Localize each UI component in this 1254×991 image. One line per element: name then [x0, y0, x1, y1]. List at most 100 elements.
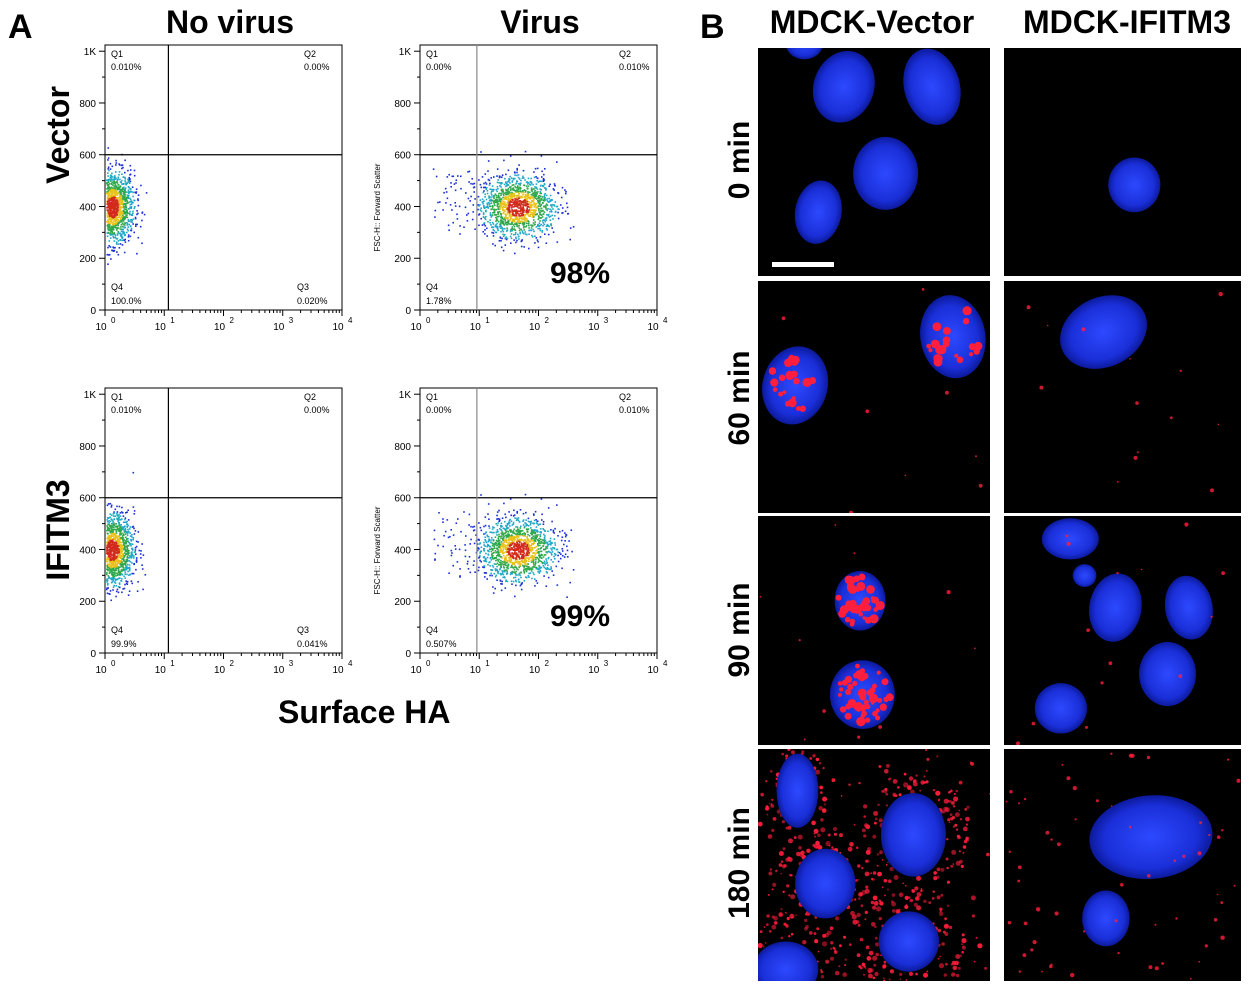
quadrant-label-q2: Q2	[619, 392, 631, 402]
virus-signal-dot	[827, 833, 831, 837]
virus-signal-dot	[811, 820, 816, 826]
virus-signal-dot	[908, 776, 914, 781]
virus-signal-dot	[778, 863, 783, 867]
virus-signal-dot	[874, 936, 878, 940]
virus-signal-dot	[849, 842, 854, 847]
virus-signal-dot	[936, 755, 939, 758]
virus-puncta	[872, 710, 878, 717]
virus-puncta	[859, 693, 867, 701]
nucleus	[786, 48, 823, 60]
virus-signal-dot	[1154, 966, 1159, 971]
virus-signal-dot	[816, 960, 819, 963]
virus-puncta	[791, 355, 800, 365]
virus-signal-dot	[920, 780, 925, 785]
virus-signal-dot	[920, 889, 923, 893]
virus-signal-dot	[865, 945, 870, 950]
x-tick-label-exponent: 0	[111, 659, 116, 668]
virus-signal-dot	[780, 872, 783, 875]
virus-signal-dot	[790, 932, 794, 936]
virus-signal-dot	[786, 916, 790, 921]
nucleus	[762, 346, 829, 425]
virus-signal-dot	[915, 774, 918, 777]
nucleus	[794, 180, 842, 244]
virus-signal-dot	[959, 818, 963, 821]
virus-signal-dot	[789, 913, 795, 919]
virus-signal-dot	[1035, 907, 1041, 912]
time-label-180-min: 180 min	[723, 807, 756, 919]
virus-signal-dot	[892, 909, 896, 913]
virus-signal-dot	[759, 930, 763, 933]
virus-puncta	[860, 705, 866, 712]
virus-signal-dot	[870, 877, 874, 881]
virus-signal-dot	[856, 953, 861, 958]
virus-signal-dot	[766, 813, 769, 816]
virus-signal-dot	[1204, 944, 1208, 948]
virus-puncta	[974, 341, 983, 351]
virus-signal-dot	[787, 825, 792, 830]
virus-signal-dot	[775, 782, 778, 785]
virus-puncta	[787, 398, 797, 408]
virus-signal-dot	[1133, 455, 1138, 460]
virus-signal-dot	[1236, 778, 1241, 783]
virus-signal-dot	[1074, 818, 1077, 821]
virus-signal-dot	[785, 826, 789, 830]
virus-signal-dot	[830, 956, 834, 961]
virus-puncta	[864, 616, 872, 624]
virus-signal-dot	[1175, 917, 1178, 920]
nucleus	[1139, 641, 1196, 707]
x-tick-label-base: 10	[410, 665, 422, 676]
virus-signal-dot	[1032, 940, 1037, 945]
virus-signal-dot	[771, 924, 777, 930]
y-tick-label: 200	[79, 597, 96, 608]
virus-signal-dot	[1085, 725, 1088, 729]
quadrant-label-q3: Q3	[297, 625, 309, 635]
virus-signal-dot	[790, 750, 796, 755]
virus-signal-dot	[888, 879, 892, 883]
y-tick-label: 400	[394, 202, 411, 213]
virus-signal-dot	[1161, 962, 1164, 965]
virus-signal-dot	[853, 552, 856, 555]
virus-signal-dot	[784, 911, 787, 914]
virus-signal-dot	[868, 973, 873, 979]
virus-signal-dot	[834, 970, 840, 976]
y-tick-label: 0	[90, 306, 96, 317]
x-tick-label-exponent: 3	[289, 316, 294, 325]
virus-puncta	[809, 377, 817, 384]
virus-signal-dot	[778, 912, 783, 917]
virus-signal-dot	[948, 821, 951, 823]
virus-signal-dot	[946, 838, 949, 841]
virus-signal-dot	[1147, 874, 1151, 878]
virus-signal-dot	[773, 921, 778, 925]
quadrant-value-q3: 0.020%	[297, 296, 328, 306]
virus-signal-dot	[844, 964, 847, 966]
virus-puncta	[782, 390, 787, 395]
micrograph-vector-1	[758, 281, 990, 513]
virus-signal-dot	[874, 942, 880, 947]
x-tick-label-exponent: 1	[170, 316, 175, 325]
virus-signal-dot	[806, 848, 811, 853]
virus-signal-dot	[883, 979, 886, 981]
virus-signal-dot	[1095, 799, 1099, 803]
virus-signal-dot	[832, 946, 836, 950]
virus-signal-dot	[766, 914, 770, 918]
virus-signal-dot	[923, 899, 927, 903]
virus-signal-dot	[856, 912, 861, 918]
virus-signal-dot	[864, 918, 867, 921]
virus-puncta	[778, 391, 784, 397]
virus-signal-dot	[896, 910, 901, 914]
virus-signal-dot	[899, 978, 902, 981]
y-axis-label: FSC-H:: Forward Scatter	[373, 163, 382, 251]
quadrant-label-q1: Q1	[111, 49, 123, 59]
virus-signal-dot	[819, 785, 824, 790]
virus-signal-dot	[872, 905, 877, 910]
virus-signal-dot	[961, 950, 964, 954]
virus-signal-dot	[771, 828, 775, 832]
x-tick-label-exponent: 4	[663, 659, 668, 668]
virus-signal-dot	[802, 940, 807, 945]
virus-signal-dot	[1184, 522, 1189, 527]
virus-signal-dot	[839, 833, 843, 838]
virus-puncta	[793, 377, 800, 385]
y-tick-label: 1K	[399, 390, 412, 401]
virus-signal-dot	[859, 937, 864, 942]
virus-signal-dot	[842, 972, 847, 977]
